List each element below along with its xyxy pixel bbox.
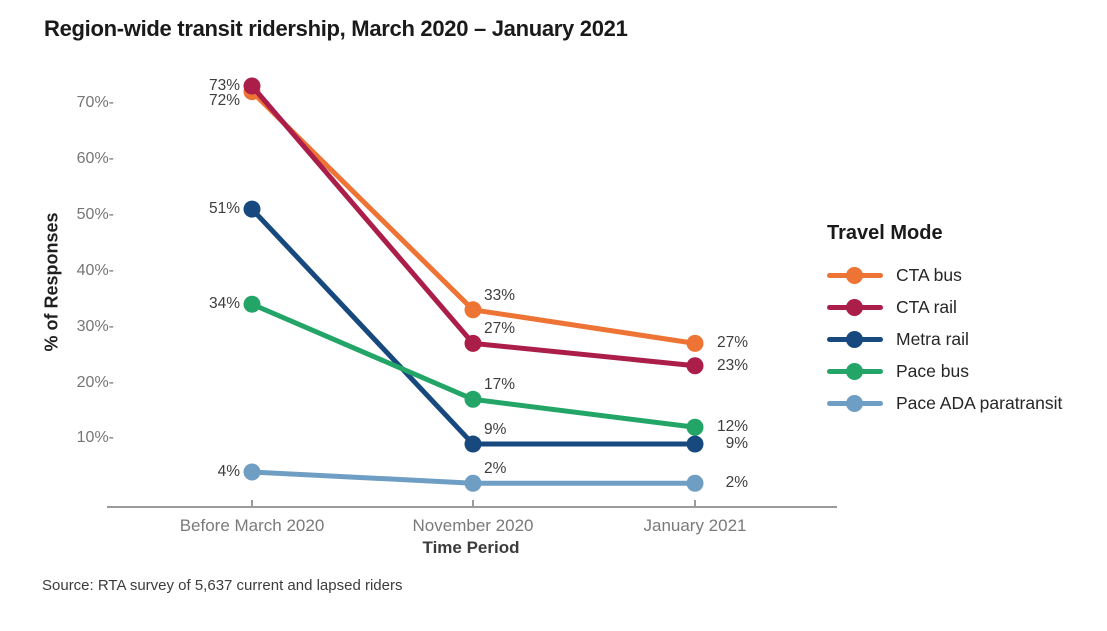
legend-label-cta-rail: CTA rail — [896, 296, 957, 317]
data-label-pace-ada-paratransit-1: 2% — [484, 460, 507, 478]
x-category-label-november-2020: November 2020 — [412, 516, 534, 535]
legend-item-cta-rail: CTA rail — [827, 291, 1062, 323]
point-cta-rail-0 — [243, 77, 261, 95]
legend-label-metra-rail: Metra rail — [896, 328, 969, 349]
point-metra-rail-1 — [464, 435, 482, 453]
series-line-pace-bus — [249, 301, 698, 430]
x-axis-title: Time Period — [422, 538, 520, 557]
legend: Travel Mode CTA bus CTA rail Metra rail Pac… — [827, 222, 1062, 419]
point-cta-rail-1 — [464, 334, 482, 352]
chart-title: Region-wide transit ridership, March 202… — [44, 16, 628, 41]
x-category-label-january-2021: January 2021 — [643, 516, 747, 535]
data-label-metra-rail-0: 51% — [208, 200, 240, 218]
legend-marker-icon-cta-rail — [827, 298, 883, 316]
source-note: Source: RTA survey of 5,637 current and … — [42, 577, 403, 594]
point-pace-bus-1 — [464, 390, 482, 408]
point-cta-bus-1 — [464, 301, 482, 319]
data-label-pace-ada-paratransit-0: 4% — [217, 463, 240, 481]
point-pace-bus-2 — [686, 418, 704, 436]
data-label-pace-ada-paratransit-2: 2% — [725, 474, 748, 492]
legend-label-cta-bus: CTA bus — [896, 264, 962, 285]
legend-marker-icon-pace-bus — [827, 362, 883, 380]
series-line-metra-rail — [249, 206, 698, 447]
data-label-cta-bus-1: 33% — [484, 286, 516, 304]
y-tick-label-40: 40%- — [76, 261, 114, 279]
point-pace-ada-paratransit-2 — [686, 474, 704, 492]
data-label-pace-bus-0: 34% — [208, 295, 240, 313]
legend-marker-icon-pace-ada-paratransit — [827, 394, 883, 412]
data-label-cta-bus-2: 27% — [716, 334, 748, 352]
y-tick-label-50: 50%- — [76, 205, 114, 223]
point-pace-ada-paratransit-1 — [464, 474, 482, 492]
y-tick-label-10: 10%- — [76, 429, 114, 447]
data-label-cta-bus-0: 72% — [208, 91, 240, 109]
legend-items: CTA bus CTA rail Metra rail Pace bus Pace AD… — [827, 259, 1062, 419]
data-label-pace-bus-2: 12% — [716, 418, 748, 436]
data-label-metra-rail-2: 9% — [725, 435, 748, 453]
data-label-cta-rail-2: 23% — [716, 356, 748, 374]
series-line-cta-rail — [249, 83, 698, 369]
point-cta-rail-2 — [686, 357, 704, 375]
point-pace-bus-0 — [243, 295, 261, 313]
legend-title: Travel Mode — [827, 222, 943, 244]
legend-item-pace-bus: Pace bus — [827, 355, 1062, 387]
legend-item-pace-ada-paratransit: Pace ADA paratransit — [827, 387, 1062, 419]
data-label-metra-rail-1: 9% — [484, 421, 507, 439]
legend-label-pace-ada-paratransit: Pace ADA paratransit — [896, 392, 1063, 413]
legend-marker-icon-cta-bus — [827, 266, 883, 284]
data-label-cta-rail-0: 73% — [208, 77, 240, 95]
y-tick-label-70: 70%- — [76, 93, 114, 111]
point-metra-rail-0 — [243, 200, 261, 218]
point-pace-ada-paratransit-0 — [243, 463, 261, 481]
legend-item-metra-rail: Metra rail — [827, 323, 1062, 355]
legend-label-pace-bus: Pace bus — [896, 360, 969, 381]
point-metra-rail-2 — [686, 435, 704, 453]
y-tick-label-30: 30%- — [76, 317, 114, 335]
data-label-cta-rail-1: 27% — [484, 320, 516, 338]
x-category-label-before-march-2020: Before March 2020 — [179, 516, 325, 535]
point-cta-bus-2 — [686, 334, 704, 352]
y-tick-label-60: 60%- — [76, 149, 114, 167]
legend-marker-icon-metra-rail — [827, 330, 883, 348]
y-tick-label-20: 20%- — [76, 373, 114, 391]
legend-item-cta-bus: CTA bus — [827, 259, 1062, 291]
data-label-pace-bus-1: 17% — [484, 376, 516, 394]
